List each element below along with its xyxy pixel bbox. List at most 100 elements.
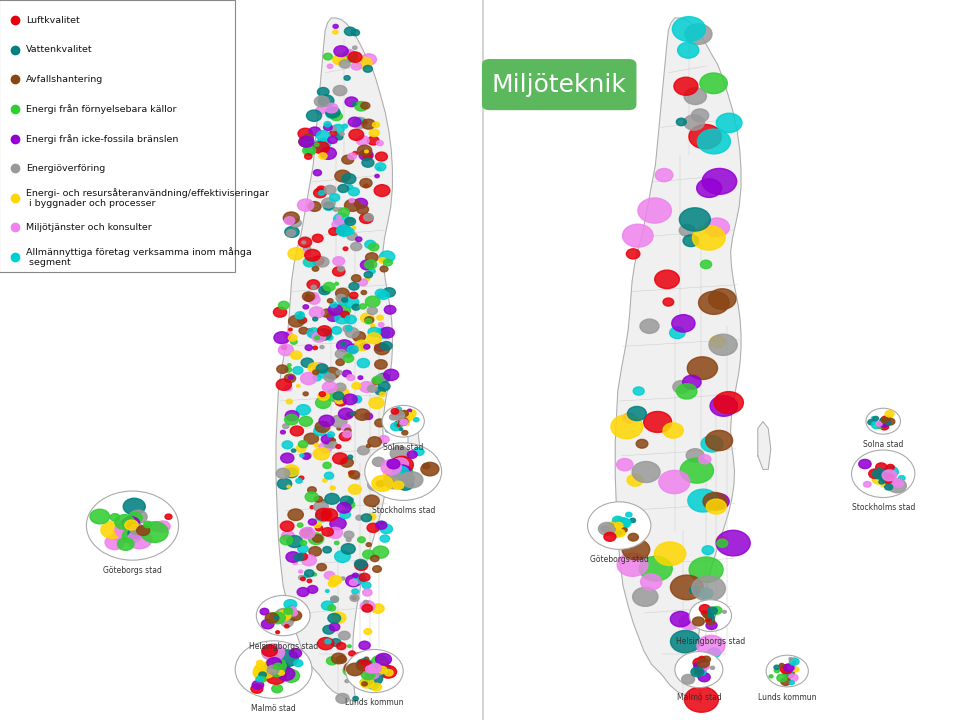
Circle shape — [366, 543, 372, 546]
Circle shape — [626, 513, 632, 517]
Circle shape — [859, 459, 871, 469]
Circle shape — [366, 665, 375, 673]
Circle shape — [331, 415, 347, 428]
Circle shape — [380, 266, 388, 272]
Circle shape — [598, 523, 615, 535]
Circle shape — [701, 260, 711, 269]
Circle shape — [678, 42, 699, 58]
Circle shape — [291, 351, 301, 359]
Circle shape — [317, 564, 326, 571]
Circle shape — [365, 319, 372, 324]
Circle shape — [323, 382, 337, 392]
Circle shape — [401, 472, 423, 487]
Circle shape — [351, 63, 362, 70]
Circle shape — [299, 575, 304, 580]
Circle shape — [706, 618, 714, 624]
Circle shape — [697, 667, 703, 672]
Circle shape — [339, 631, 350, 640]
Circle shape — [334, 305, 350, 317]
Circle shape — [353, 696, 358, 701]
Text: Energiöverföring: Energiöverföring — [26, 163, 106, 173]
Circle shape — [324, 202, 334, 210]
Circle shape — [289, 315, 304, 327]
Circle shape — [881, 418, 888, 423]
Circle shape — [381, 459, 401, 474]
Circle shape — [324, 202, 333, 210]
Circle shape — [885, 484, 893, 490]
Circle shape — [705, 615, 708, 617]
Circle shape — [319, 392, 325, 397]
Circle shape — [141, 522, 168, 542]
Circle shape — [378, 323, 384, 327]
Circle shape — [360, 679, 368, 685]
Circle shape — [380, 328, 395, 338]
Circle shape — [262, 645, 281, 660]
Circle shape — [304, 575, 308, 577]
Circle shape — [303, 305, 308, 309]
Circle shape — [268, 661, 290, 678]
Circle shape — [325, 103, 338, 113]
Circle shape — [278, 670, 284, 675]
Circle shape — [351, 226, 355, 230]
Circle shape — [381, 341, 392, 350]
Circle shape — [347, 233, 357, 240]
Circle shape — [694, 670, 701, 675]
Circle shape — [345, 315, 356, 324]
Circle shape — [692, 617, 705, 626]
Circle shape — [384, 305, 396, 314]
Circle shape — [296, 478, 302, 483]
Circle shape — [404, 422, 408, 424]
Circle shape — [313, 370, 319, 374]
Circle shape — [310, 505, 314, 508]
Circle shape — [261, 619, 274, 629]
Circle shape — [362, 54, 376, 65]
Circle shape — [698, 672, 710, 682]
Circle shape — [788, 665, 795, 670]
Circle shape — [696, 662, 707, 670]
Circle shape — [683, 235, 699, 247]
Circle shape — [365, 240, 375, 248]
Circle shape — [672, 17, 706, 42]
Circle shape — [322, 509, 338, 521]
Circle shape — [682, 675, 695, 684]
Circle shape — [284, 385, 292, 391]
Circle shape — [326, 336, 333, 340]
Circle shape — [283, 212, 300, 224]
Circle shape — [298, 128, 313, 139]
Circle shape — [684, 114, 705, 130]
Circle shape — [318, 637, 334, 649]
Circle shape — [375, 653, 392, 665]
Circle shape — [327, 432, 334, 437]
Text: Energi- och resursåteranvändning/effektiviseringar
 i byggnader och processer: Energi- och resursåteranvändning/effekti… — [26, 188, 269, 208]
Circle shape — [124, 521, 140, 532]
Circle shape — [313, 535, 323, 542]
Circle shape — [694, 662, 707, 672]
Circle shape — [360, 343, 369, 349]
FancyBboxPatch shape — [0, 0, 235, 272]
Circle shape — [348, 651, 355, 656]
Circle shape — [788, 674, 798, 681]
Circle shape — [706, 431, 732, 451]
Circle shape — [312, 256, 324, 265]
Circle shape — [319, 95, 334, 107]
Circle shape — [397, 424, 400, 426]
Circle shape — [700, 663, 709, 670]
Circle shape — [308, 202, 321, 212]
Circle shape — [348, 485, 361, 494]
Circle shape — [604, 532, 616, 541]
Circle shape — [357, 446, 370, 455]
Circle shape — [398, 422, 403, 426]
Circle shape — [369, 243, 379, 251]
Circle shape — [680, 225, 695, 236]
Circle shape — [880, 423, 889, 430]
Circle shape — [612, 516, 623, 524]
Circle shape — [334, 228, 338, 231]
Circle shape — [299, 137, 312, 147]
Circle shape — [336, 693, 349, 703]
Circle shape — [276, 611, 291, 621]
Circle shape — [611, 415, 643, 438]
Circle shape — [359, 150, 373, 161]
Circle shape — [309, 127, 321, 135]
Circle shape — [899, 476, 905, 481]
Circle shape — [285, 468, 298, 477]
